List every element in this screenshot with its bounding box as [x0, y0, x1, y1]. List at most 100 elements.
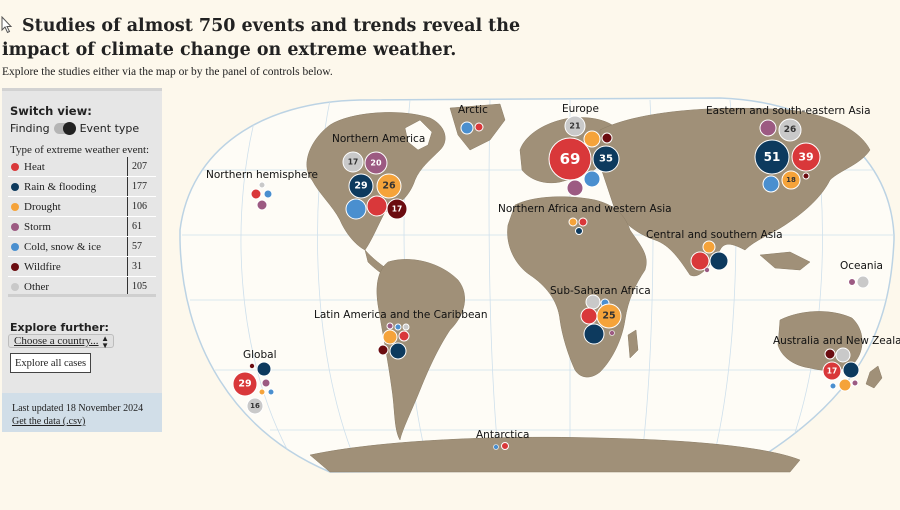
- bubble-global-cold[interactable]: [267, 388, 275, 396]
- legend-dot-icon: [11, 202, 19, 211]
- bubble-arctic-cold[interactable]: [460, 121, 474, 135]
- bubble-na-rain[interactable]: [348, 173, 374, 199]
- bubble-global-storm[interactable]: [261, 378, 271, 388]
- bubble-na-other[interactable]: [342, 151, 364, 173]
- region-labels: Arctic Europe Eastern and south-eastern …: [206, 103, 900, 441]
- bubble-asia-cold[interactable]: [762, 175, 780, 193]
- region-label-east-asia: Eastern and south-eastern Asia: [706, 105, 871, 117]
- bubble-asia-rain[interactable]: [754, 139, 790, 175]
- bubble-latam-drought[interactable]: [382, 329, 398, 345]
- bubble-aus-storm[interactable]: [851, 379, 859, 387]
- bubble-aus-drought[interactable]: [838, 378, 852, 392]
- legend-row-heat[interactable]: Heat 207: [8, 157, 156, 177]
- bubble-global-rain[interactable]: [256, 361, 272, 377]
- bubble-arctic-heat[interactable]: [474, 122, 484, 132]
- region-label-australia: Australia and New Zealand: [773, 335, 900, 347]
- legend-count: 31: [127, 256, 156, 277]
- bubble-global-heat[interactable]: [232, 371, 258, 397]
- bubble-latam-heat[interactable]: [398, 330, 410, 342]
- svg-text:29: 29: [354, 181, 367, 192]
- bubble-nh-heat[interactable]: [250, 188, 262, 200]
- bubble-europe-drought[interactable]: [583, 130, 601, 148]
- explore-all-button[interactable]: Explore all cases: [10, 353, 92, 373]
- svg-text:26: 26: [784, 125, 797, 135]
- legend-label: Storm: [24, 220, 51, 233]
- bubble-na-drought[interactable]: [376, 173, 402, 199]
- bubble-latam-rain[interactable]: [389, 342, 407, 360]
- legend-row-rain-flooding[interactable]: Rain & flooding 177: [8, 176, 156, 197]
- view-toggle-switch[interactable]: [53, 122, 76, 135]
- get-data-link[interactable]: Get the data (.csv): [12, 416, 86, 427]
- region-label-global: Global: [243, 349, 277, 361]
- bubble-aus-heat[interactable]: [822, 361, 842, 381]
- bubble-europe-cold[interactable]: [583, 170, 601, 188]
- legend-row-cold-snow-ice[interactable]: Cold, snow & ice 57: [8, 236, 156, 257]
- bubble-europe-rain[interactable]: [592, 145, 620, 173]
- bubble-na-wildfire[interactable]: [386, 198, 408, 220]
- bubble-europe-wildfire[interactable]: [601, 132, 613, 144]
- bubble-nh-cold[interactable]: [263, 189, 273, 199]
- bubble-antarctica-cold[interactable]: [493, 444, 499, 450]
- bubbles[interactable]: 21 69 35 26 51 39 18 17 20 29 26 17: [232, 115, 870, 450]
- bubble-csa-heat[interactable]: [690, 251, 710, 271]
- bubble-naf-rain[interactable]: [575, 227, 583, 235]
- bubble-ssa-drought[interactable]: [596, 303, 622, 329]
- bubble-aus-other[interactable]: [835, 347, 851, 363]
- bubble-ssa-heat[interactable]: [580, 307, 598, 325]
- bubble-aus-rain[interactable]: [842, 361, 860, 379]
- legend-row-wildfire[interactable]: Wildfire 31: [8, 256, 156, 277]
- bubble-latam-wildfire[interactable]: [377, 344, 389, 356]
- legend-count: 57: [127, 236, 156, 257]
- legend-row-storm[interactable]: Storm 61: [8, 216, 156, 237]
- bubble-aus-cold[interactable]: [829, 382, 837, 390]
- country-select[interactable]: Choose a country... ▲ ▼: [8, 334, 114, 350]
- bubble-na-heat[interactable]: [366, 195, 388, 217]
- bubble-latam-cold[interactable]: [394, 323, 402, 331]
- bubble-asia-storm[interactable]: [759, 119, 777, 137]
- bubble-asia-wildfire[interactable]: [802, 172, 810, 180]
- bubble-oceania-other[interactable]: [856, 275, 870, 289]
- bubble-ssa-storm[interactable]: [609, 330, 615, 336]
- legend-dot-icon: [11, 262, 19, 271]
- bubble-csa-rain[interactable]: [709, 251, 729, 271]
- svg-text:20: 20: [370, 159, 382, 168]
- svg-text:16: 16: [250, 402, 260, 410]
- legend-label-cell: Rain & flooding: [8, 176, 128, 197]
- bubble-ssa-other[interactable]: [585, 294, 601, 310]
- bubble-global-other[interactable]: [246, 397, 264, 415]
- bubble-naf-heat[interactable]: [578, 217, 588, 227]
- last-updated-text: Last updated 18 November 2024: [12, 403, 144, 414]
- bubble-aus-wildfire[interactable]: [824, 348, 836, 360]
- legend-dot-icon: [11, 242, 19, 251]
- bubble-latam-storm[interactable]: [386, 322, 394, 330]
- bubble-asia-drought[interactable]: [781, 170, 801, 190]
- bubble-global-drought[interactable]: [258, 388, 266, 396]
- legend-row-drought[interactable]: Drought 106: [8, 196, 156, 217]
- toggle-label-event-type[interactable]: Event type: [79, 122, 140, 135]
- bubble-europe-other[interactable]: [564, 115, 586, 137]
- bubble-naf-drought[interactable]: [568, 217, 578, 227]
- bubble-asia-other[interactable]: [778, 118, 802, 142]
- bubble-europe-heat[interactable]: [548, 137, 592, 181]
- bubble-antarctica-heat[interactable]: [501, 442, 509, 450]
- region-label-north-america: Northern America: [332, 133, 425, 145]
- bubble-na-storm[interactable]: [364, 151, 388, 175]
- bubble-nh-other[interactable]: [258, 181, 266, 189]
- svg-text:26: 26: [382, 181, 396, 192]
- bubble-latam-other[interactable]: [402, 323, 410, 331]
- toggle-label-finding[interactable]: Finding: [10, 122, 50, 135]
- bubble-na-cold[interactable]: [345, 198, 367, 220]
- bubble-csa-drought[interactable]: [702, 240, 716, 254]
- control-panel: Switch view: Finding Event type Type of …: [2, 88, 162, 432]
- legend-label-cell: Wildfire: [8, 256, 128, 277]
- bubble-csa-storm[interactable]: [704, 267, 710, 273]
- bubble-global-wildfire[interactable]: [249, 363, 255, 369]
- bubble-asia-heat[interactable]: [791, 142, 821, 172]
- bubble-europe-storm[interactable]: [566, 179, 584, 197]
- switch-view-label: Switch view:: [10, 104, 92, 118]
- bubble-oceania-storm[interactable]: [848, 278, 856, 286]
- legend-count: 177: [127, 176, 156, 197]
- bubble-ssa-rain[interactable]: [583, 323, 605, 345]
- bubble-nh-storm[interactable]: [256, 199, 268, 211]
